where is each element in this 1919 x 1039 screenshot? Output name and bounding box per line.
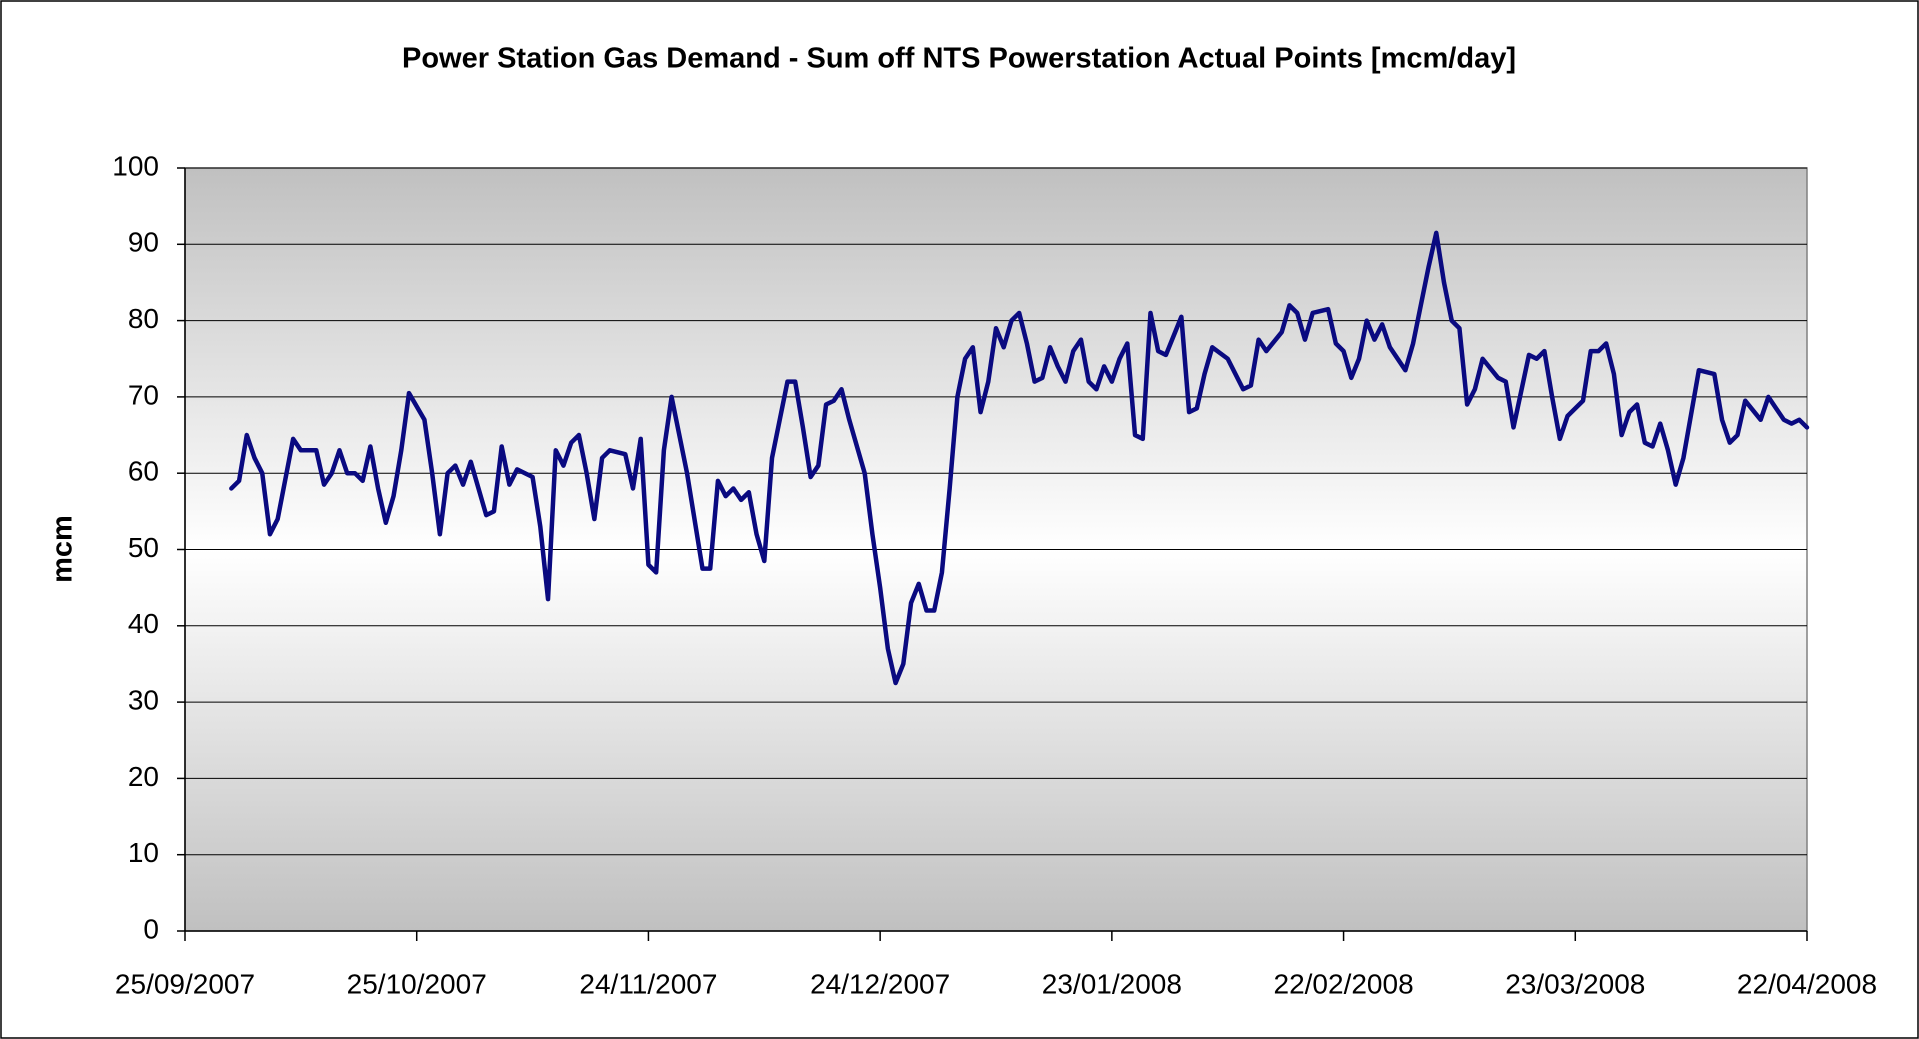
y-axis-label: mcm [47,515,79,583]
y-tick-label: 30 [128,684,159,715]
y-tick-label: 0 [143,913,159,944]
y-tick-label: 80 [128,303,159,334]
x-tick-label: 25/10/2007 [347,968,487,999]
y-tick-label: 50 [128,532,159,563]
y-tick-label: 40 [128,608,159,639]
x-tick-label: 23/03/2008 [1505,968,1645,999]
y-tick-label: 60 [128,456,159,487]
x-tick-label: 24/11/2007 [579,968,717,999]
y-tick-label: 100 [112,150,159,181]
y-tick-label: 10 [128,837,159,868]
x-tick-label: 23/01/2008 [1042,968,1182,999]
x-tick-label: 22/04/2008 [1737,968,1877,999]
y-tick-label: 70 [128,379,159,410]
y-tick-label: 90 [128,227,159,258]
y-tick-label: 20 [128,761,159,792]
x-tick-label: 24/12/2007 [810,968,950,999]
chart-title: Power Station Gas Demand - Sum off NTS P… [402,43,1516,75]
data-line [229,230,1810,686]
x-tick-label: 25/09/2007 [115,968,255,999]
x-tick-label: 22/02/2008 [1274,968,1414,999]
